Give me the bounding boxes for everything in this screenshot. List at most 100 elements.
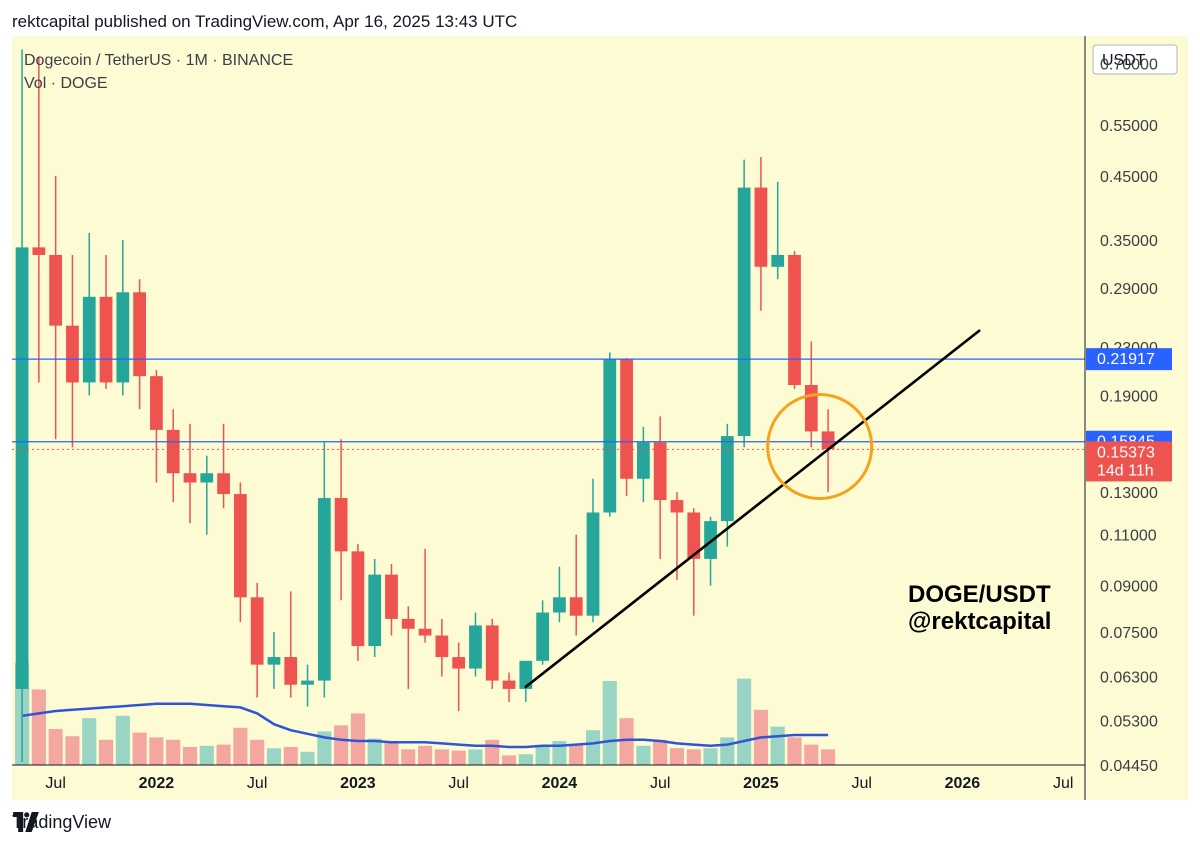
candle[interactable] [217, 423, 230, 509]
y-tick-label: 0.29000 [1100, 281, 1158, 298]
y-tick-label: 0.07500 [1100, 625, 1158, 642]
volume-bar [250, 739, 265, 765]
volume-bar [48, 729, 63, 765]
volume-bar [703, 748, 718, 765]
volume-bar [283, 747, 298, 765]
candle-body [569, 597, 583, 616]
tradingview-brand[interactable]: TradingView [12, 812, 111, 833]
doge-usdt-chart[interactable]: USDT Dogecoin / TetherUS · 1M · BINANCE … [12, 36, 1188, 800]
candle[interactable] [788, 251, 801, 389]
candle[interactable] [82, 232, 96, 396]
volume-bar [451, 750, 466, 765]
candle[interactable] [133, 279, 146, 410]
x-tick-label: Jul [1053, 775, 1073, 792]
candle[interactable] [233, 482, 247, 623]
candle[interactable] [418, 548, 432, 643]
candle[interactable] [720, 423, 734, 547]
highlight-circle[interactable] [766, 393, 874, 501]
candle[interactable] [250, 582, 264, 698]
volume-bar [602, 681, 617, 765]
candle[interactable] [267, 632, 281, 689]
y-tick-label: 0.09000 [1100, 579, 1158, 596]
candle[interactable] [603, 352, 617, 517]
candle[interactable] [99, 254, 113, 389]
candle-body [317, 498, 331, 681]
candle[interactable] [636, 426, 650, 503]
candle[interactable] [200, 455, 214, 535]
candle[interactable] [754, 156, 768, 311]
ascending-trendline[interactable] [524, 329, 981, 689]
candle[interactable] [284, 591, 298, 698]
candle[interactable] [485, 618, 499, 689]
volume-bar [518, 754, 533, 765]
x-tick-label: Jul [650, 775, 670, 792]
candle-body [49, 254, 63, 326]
candle[interactable] [435, 618, 449, 677]
candle[interactable] [536, 600, 550, 665]
candle[interactable] [32, 56, 46, 383]
annotation-author: @rektcapital [908, 608, 1051, 635]
candle[interactable] [317, 442, 331, 698]
candle[interactable] [166, 409, 180, 503]
volume-bar [115, 715, 130, 765]
candle[interactable] [66, 254, 79, 448]
candle[interactable] [15, 49, 29, 763]
currency-box[interactable] [1092, 44, 1178, 75]
volume-bar [619, 718, 634, 765]
candle[interactable] [49, 176, 63, 440]
candle[interactable] [653, 416, 667, 559]
candle-body [368, 574, 382, 647]
volume-bar [233, 727, 248, 765]
candle-body [385, 574, 398, 619]
volume-bar [300, 751, 315, 765]
candle[interactable] [401, 606, 415, 689]
candle-body [233, 494, 247, 598]
y-tick-label: 0.13000 [1100, 485, 1158, 502]
candle[interactable] [670, 492, 684, 581]
candle[interactable] [553, 566, 566, 623]
candle[interactable] [519, 660, 533, 702]
candle[interactable] [771, 181, 785, 280]
candle[interactable] [183, 423, 197, 524]
volume-bar [569, 744, 584, 765]
candle[interactable] [469, 612, 482, 677]
y-tick-label: 0.11000 [1100, 528, 1157, 545]
candle-body [116, 292, 130, 383]
candle[interactable] [385, 564, 398, 636]
y-tick-label: 0.04450 [1100, 758, 1158, 775]
candle[interactable] [586, 478, 600, 623]
x-tick-label: Jul [247, 775, 267, 792]
volume-bar [401, 749, 416, 765]
candle-body [653, 442, 667, 501]
candle-body [687, 512, 701, 559]
candle[interactable] [502, 672, 516, 702]
candle[interactable] [116, 239, 130, 396]
volume-bar [418, 745, 433, 765]
candle[interactable] [334, 439, 348, 601]
volume-bar [501, 755, 517, 765]
candle[interactable] [737, 159, 751, 448]
candle[interactable] [368, 558, 382, 658]
candle[interactable] [351, 544, 365, 661]
volume-bar [737, 678, 752, 765]
volume-bar [166, 739, 181, 765]
volume-bar [132, 732, 147, 765]
y-tick-label: 0.05300 [1100, 714, 1158, 731]
currency-label: USDT [1102, 52, 1146, 69]
candle-body [183, 473, 197, 483]
candle[interactable] [150, 370, 163, 483]
candle[interactable] [620, 358, 633, 497]
candle[interactable] [687, 508, 701, 616]
candle[interactable] [704, 516, 717, 586]
chart-area[interactable]: USDT Dogecoin / TetherUS · 1M · BINANCE … [12, 36, 1188, 800]
candle[interactable] [452, 642, 466, 712]
candle-body [250, 597, 264, 665]
level-price-label: 0.21917 [1097, 351, 1155, 368]
volume-bar [770, 726, 785, 765]
volume-bar [317, 731, 332, 765]
candle[interactable] [569, 534, 583, 636]
candle[interactable] [301, 664, 314, 707]
candle-body [804, 385, 818, 432]
candle-body [821, 431, 835, 449]
candle-body [620, 359, 633, 479]
